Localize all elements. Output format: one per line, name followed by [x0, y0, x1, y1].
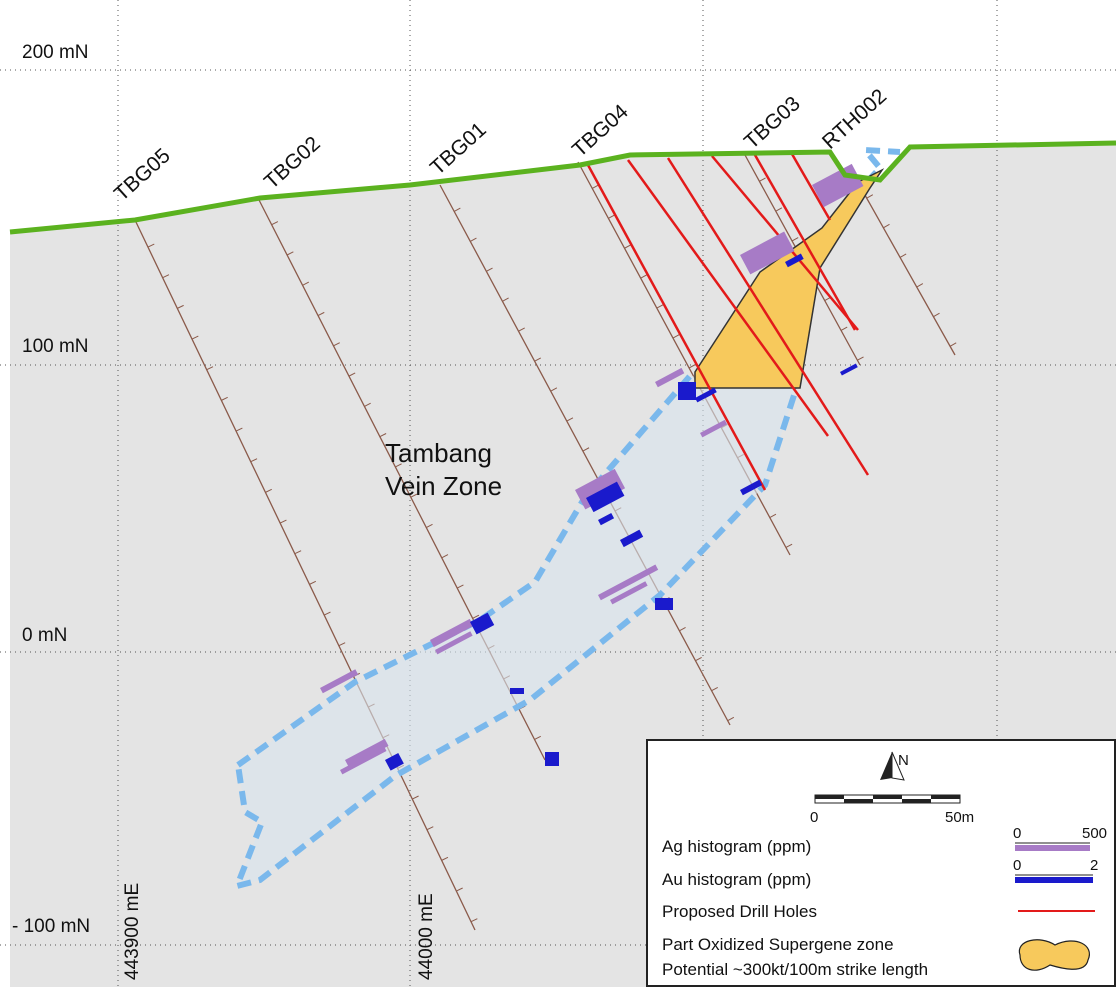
northing-label: 0 mN — [22, 625, 67, 646]
zone-label: Tambang — [385, 438, 492, 468]
legend-ag-bar — [1015, 845, 1090, 851]
northing-label: 200 mN — [22, 42, 89, 63]
legend-label: Proposed Drill Holes — [662, 902, 817, 921]
histogram-bar — [678, 382, 696, 400]
scale-bar — [902, 799, 931, 803]
legend: N 0 50m Ag histogram (ppm) 0 500 Au hist… — [647, 740, 1115, 986]
northing-label: - 100 mN — [12, 916, 90, 937]
scale-bar — [815, 795, 844, 799]
scale-bar — [873, 795, 902, 799]
legend-scale: 0 — [1013, 857, 1021, 874]
north-label: N — [898, 752, 909, 769]
northing-label: 100 mN — [22, 336, 89, 357]
legend-label: Ag histogram (ppm) — [662, 837, 811, 856]
legend-scale: 2 — [1090, 857, 1098, 874]
legend-label: Au histogram (ppm) — [662, 870, 811, 889]
legend-label: Part Oxidized Supergene zone — [662, 935, 894, 954]
legend-scale: 500 — [1082, 825, 1107, 842]
scale-bar — [844, 799, 873, 803]
zone-label: Vein Zone — [385, 471, 502, 501]
legend-supergene — [1019, 940, 1089, 970]
histogram-bar — [655, 598, 673, 610]
scale-bar — [931, 795, 960, 799]
scale-label: 0 — [810, 809, 818, 826]
easting-label: 443900 mE — [122, 883, 143, 980]
histogram-bar — [545, 752, 559, 766]
easting-label: 44000 mE — [416, 893, 437, 980]
scale-label: 50m — [945, 809, 974, 826]
histogram-bar — [510, 688, 524, 694]
legend-label: Potential ~300kt/100m strike length — [662, 960, 928, 979]
section-map: 200 mN 100 mN 0 mN - 100 mN 443900 mE 44… — [0, 0, 1116, 987]
legend-scale: 0 — [1013, 825, 1021, 842]
legend-au-bar — [1015, 877, 1093, 883]
